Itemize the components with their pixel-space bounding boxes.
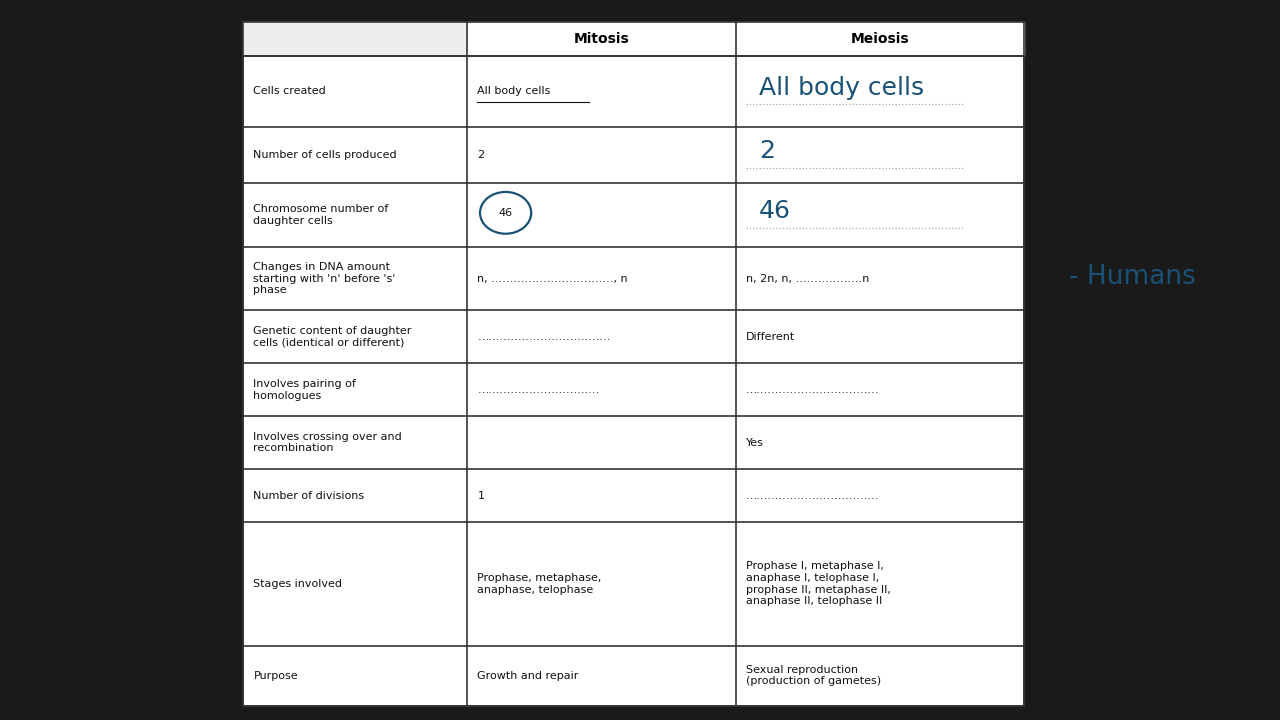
Text: Yes: Yes — [746, 438, 764, 448]
Text: Number of divisions: Number of divisions — [253, 490, 365, 500]
Text: Genetic content of daughter
cells (identical or different): Genetic content of daughter cells (ident… — [253, 326, 412, 348]
Text: 1: 1 — [477, 490, 484, 500]
Text: All body cells: All body cells — [759, 76, 924, 100]
Text: - Humans: - Humans — [1069, 264, 1196, 290]
Text: Purpose: Purpose — [253, 670, 298, 680]
Text: Chromosome number of
daughter cells: Chromosome number of daughter cells — [253, 204, 389, 226]
Text: ………………………………: ……………………………… — [746, 384, 879, 395]
Text: 46: 46 — [498, 208, 513, 218]
Text: Prophase, metaphase,
anaphase, telophase: Prophase, metaphase, anaphase, telophase — [477, 573, 602, 595]
Text: ……………………………: …………………………… — [477, 384, 600, 395]
Text: ………………………………: ……………………………… — [746, 490, 879, 500]
Text: Mitosis: Mitosis — [573, 32, 630, 46]
Text: Different: Different — [746, 332, 795, 342]
Text: 2: 2 — [759, 140, 776, 163]
Text: Sexual reproduction
(production of gametes): Sexual reproduction (production of gamet… — [746, 665, 882, 686]
Text: 46: 46 — [759, 199, 791, 223]
Text: Meiosis: Meiosis — [851, 32, 909, 46]
Text: Growth and repair: Growth and repair — [477, 670, 579, 680]
Text: Number of cells produced: Number of cells produced — [253, 150, 397, 160]
Text: n, 2n, n, ………………n: n, 2n, n, ………………n — [746, 274, 869, 284]
Text: Prophase I, metaphase I,
anaphase I, telophase I,
prophase II, metaphase II,
ana: Prophase I, metaphase I, anaphase I, tel… — [746, 562, 891, 606]
Text: 2: 2 — [477, 150, 485, 160]
FancyBboxPatch shape — [243, 22, 1024, 706]
Text: Involves pairing of
homologues: Involves pairing of homologues — [253, 379, 356, 400]
Text: n, ……………………………, n: n, ……………………………, n — [477, 274, 628, 284]
Text: Cells created: Cells created — [253, 86, 326, 96]
Text: All body cells: All body cells — [477, 86, 550, 96]
Text: Involves crossing over and
recombination: Involves crossing over and recombination — [253, 432, 402, 454]
Text: ………………………………: ……………………………… — [477, 332, 611, 342]
Text: Stages involved: Stages involved — [253, 579, 343, 589]
Text: Changes in DNA amount
starting with 'n' before 's'
phase: Changes in DNA amount starting with 'n' … — [253, 262, 396, 295]
